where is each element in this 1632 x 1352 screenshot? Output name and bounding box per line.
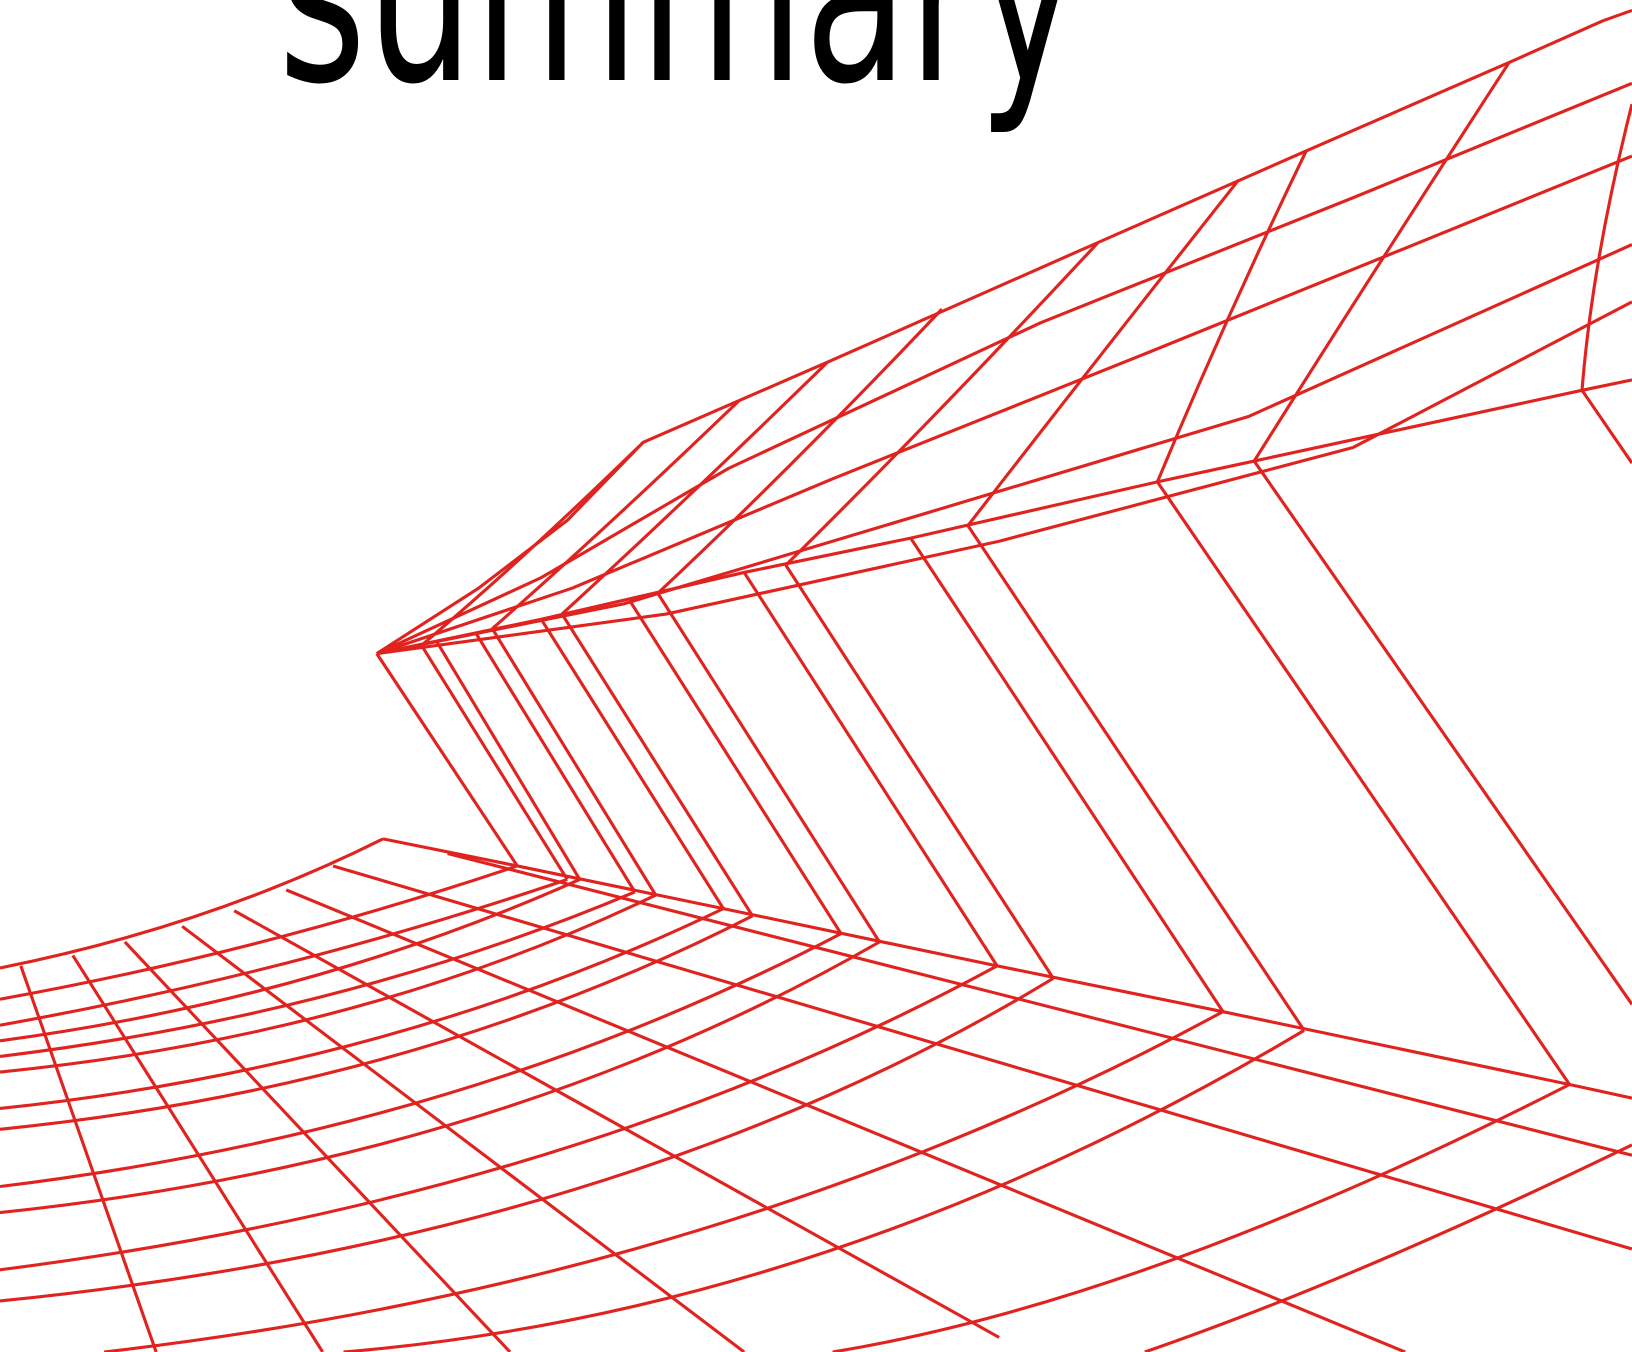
title: summary (278, 0, 1078, 139)
wireframe (0, 8, 1632, 1352)
